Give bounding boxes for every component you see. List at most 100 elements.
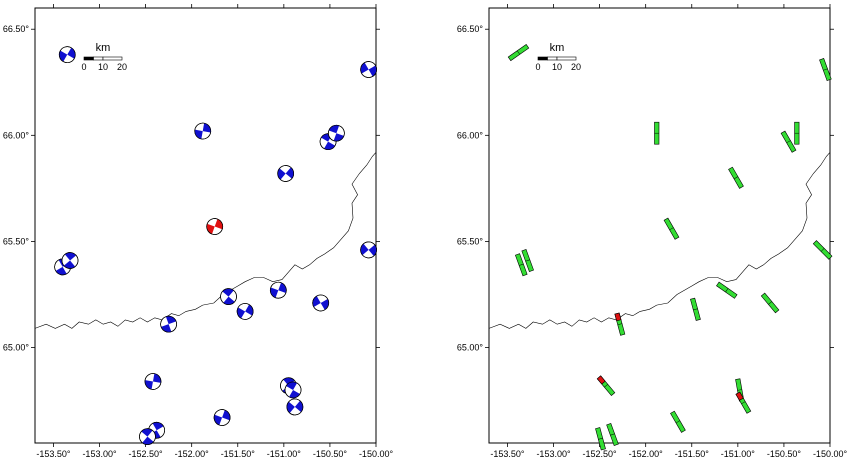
p-axis-midline: [733, 176, 739, 180]
p-axis-midline: [693, 308, 698, 311]
beachball-marker: [58, 46, 76, 64]
beachball-border: [236, 303, 254, 320]
beachball-compressional-quadrant: [286, 381, 298, 390]
beachball-compressional-quadrant: [222, 288, 234, 297]
p-axis-segment: [521, 249, 534, 273]
beachball-compressional-quadrant: [223, 296, 235, 305]
p-axis-red-tip: [614, 312, 622, 322]
beachball-marker: [269, 281, 287, 299]
beachball-compressional-quadrant: [67, 47, 76, 59]
y-tick-label: 65.00°: [3, 343, 30, 353]
beachball-border: [61, 252, 79, 269]
p-axis-midline: [610, 433, 615, 436]
beachball-border: [160, 315, 177, 333]
p-axis-segment: [596, 375, 616, 397]
y-tick-label: 66.00°: [3, 130, 30, 140]
beachball-compressional-quadrant: [55, 266, 67, 275]
beachball-marker: [312, 294, 330, 312]
beachball-compressional-quadrant: [312, 296, 321, 307]
p-axis-midline: [737, 389, 742, 391]
x-tick-label: -152.00°: [629, 449, 664, 458]
scale-bar-label: 20: [117, 62, 127, 72]
scale-bar-segment: [537, 56, 548, 61]
beachball-border: [328, 124, 345, 142]
beachball-marker: [286, 398, 304, 416]
beachball-marker: [144, 373, 162, 390]
p-axis-midline: [823, 68, 828, 71]
beachball-compressional-quadrant: [63, 260, 76, 269]
y-tick-label: 65.50°: [457, 236, 484, 246]
p-axis-midline: [519, 263, 524, 266]
x-tick-label: -152.50°: [583, 449, 618, 458]
beachball-compressional-quadrant: [142, 436, 154, 445]
scale-bar-segment: [556, 56, 577, 61]
beachball-border: [360, 241, 377, 259]
scale-bar: km 0 10 20: [81, 42, 127, 72]
y-tick-label: 65.50°: [3, 236, 30, 246]
beachball-compressional-quadrant: [144, 380, 153, 390]
scale-bar-segment: [93, 56, 104, 61]
beachball-border: [360, 61, 377, 78]
beachball-compressional-quadrant: [202, 123, 211, 133]
p-axis-segment: [794, 121, 800, 145]
p-axis-segment: [760, 292, 780, 314]
y-tick-label: 66.00°: [457, 130, 484, 140]
beachball-border: [312, 294, 330, 312]
p-axis-segment: [614, 312, 626, 336]
scale-bar-label: 10: [552, 62, 562, 72]
p-axis-midline: [820, 248, 825, 252]
x-tick-label: -152.50°: [129, 449, 164, 458]
beachball-border: [213, 409, 231, 426]
x-tick-label: -151.00°: [267, 449, 302, 458]
p-axis-midline: [604, 384, 608, 388]
p-axis-red-tip: [735, 391, 744, 401]
p-axis-midline: [675, 420, 681, 424]
x-tick-label: -153.00°: [536, 449, 571, 458]
beachball-border: [269, 281, 287, 299]
x-tick-label: -152.00°: [175, 449, 210, 458]
x-tick-label: -150.00°: [359, 449, 394, 458]
p-axis-segment: [819, 58, 832, 82]
p-axis-segment: [780, 130, 797, 153]
beachball-compressional-quadrant: [152, 373, 161, 383]
scale-bar-segment: [102, 56, 123, 61]
beachball-compressional-quadrant: [368, 244, 377, 257]
p-axis-segment: [507, 43, 530, 62]
beachball-compressional-quadrant: [194, 129, 203, 139]
map-frame: [488, 7, 831, 444]
scale-bar-label: 10: [98, 62, 108, 72]
beachball-compressional-quadrant: [64, 252, 77, 261]
beachball-compressional-quadrant: [368, 65, 377, 77]
p-axis-segment: [606, 423, 619, 447]
p-axis-midline: [598, 437, 603, 440]
focal-mechanism-map-panel: -153.50° -153.00° -152.50° -152.00° -151.50°…: [3, 4, 394, 458]
beachball-compressional-quadrant: [245, 304, 254, 316]
p-axis-midline: [525, 259, 530, 262]
beachball-marker: [277, 165, 295, 182]
beachball-compressional-quadrant: [286, 401, 295, 414]
beachball-border: [58, 46, 76, 64]
y-tick-label: 66.50°: [3, 24, 30, 34]
x-tick-label: -150.50°: [313, 449, 348, 458]
beachball-compressional-quadrant: [320, 298, 329, 310]
scale-bar-unit: km: [96, 42, 111, 54]
beachball-marker: [360, 61, 377, 78]
p-axis-map-panel: -153.50° -153.00° -152.50° -152.00° -151.50°…: [457, 4, 847, 458]
beachball-marker: [206, 218, 224, 235]
p-axis-midline: [741, 401, 746, 405]
beachball-compressional-quadrant: [141, 428, 153, 437]
p-axis-segment: [670, 410, 686, 433]
y-tick-label: 66.50°: [457, 24, 484, 34]
x-tick-label: -151.50°: [675, 449, 710, 458]
x-tick-label: -153.00°: [82, 449, 117, 458]
beachball-marker: [220, 288, 237, 305]
y-tick-label: 65.00°: [457, 343, 484, 353]
beachball-compressional-quadrant: [324, 141, 336, 150]
p-axis-segment: [735, 391, 752, 414]
beachball-border: [284, 381, 302, 399]
x-tick-label: -151.00°: [721, 449, 756, 458]
beachball-marker: [61, 252, 79, 269]
p-axis-midline: [617, 323, 623, 325]
beachball-compressional-quadrant: [294, 400, 303, 413]
beachball-marker: [328, 124, 345, 142]
